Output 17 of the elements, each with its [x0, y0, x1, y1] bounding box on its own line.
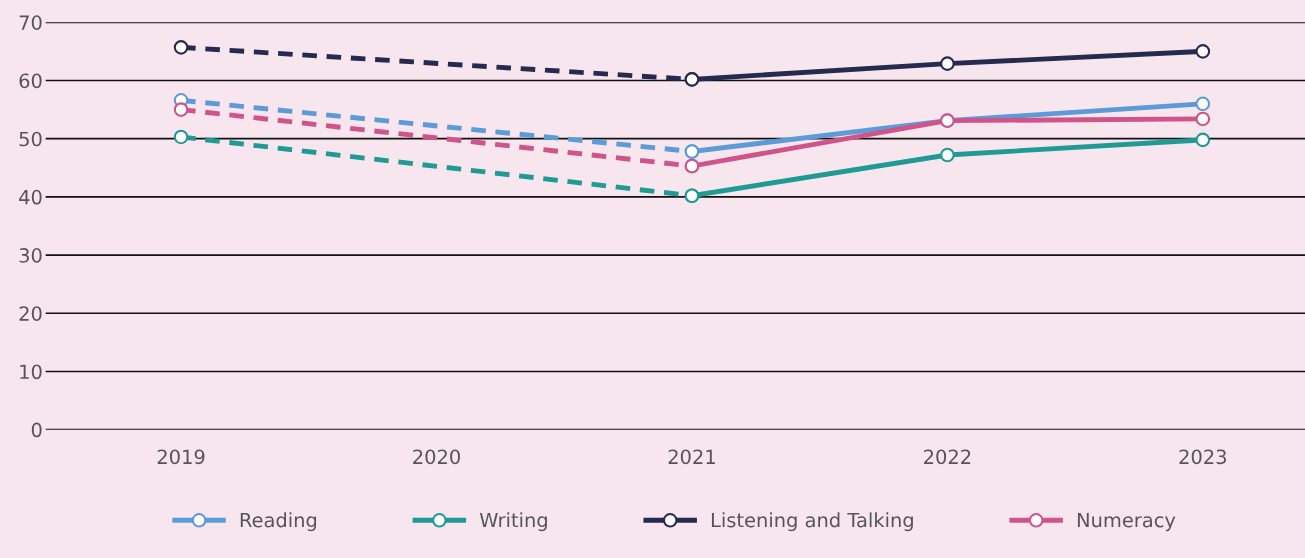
y-tick-label: 10 — [20, 364, 42, 380]
y-tick-label: 50 — [19, 131, 42, 147]
x-tick-label: 2020 — [413, 449, 460, 465]
y-tick-label: 20 — [19, 306, 42, 321]
x-tick-label: 2023 — [1179, 449, 1227, 465]
y-tick-label: 0 — [31, 422, 42, 438]
legend-label: Reading — [240, 512, 317, 532]
x-tick-label: 2022 — [924, 449, 971, 465]
y-tick-label: 70 — [19, 15, 42, 30]
y-tick-label: 40 — [19, 189, 42, 205]
y-tick-label: 60 — [19, 73, 42, 89]
legend-label: Writing — [479, 512, 547, 532]
legend-label: Listening and Talking — [711, 512, 913, 532]
y-tick-label: 30 — [19, 248, 42, 263]
x-tick-label: 2021 — [668, 449, 715, 465]
x-tick-label: 2019 — [157, 449, 205, 465]
legend-label: Numeracy — [1077, 512, 1176, 532]
